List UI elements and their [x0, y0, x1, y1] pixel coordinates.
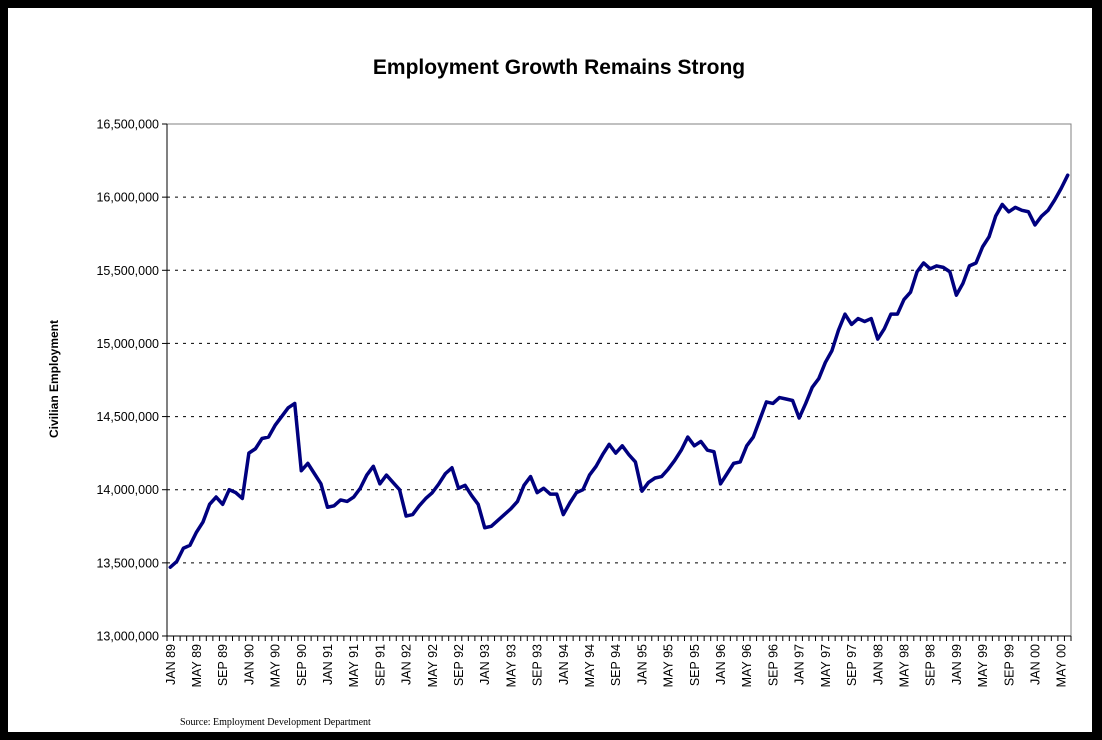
- x-tick-label: MAY 96: [740, 644, 754, 687]
- x-tick-label: SEP 97: [845, 644, 859, 686]
- x-tick-label: SEP 96: [766, 644, 780, 686]
- employment-series-line: [170, 175, 1067, 567]
- y-tick-labels: 13,000,000 13,500,000 14,000,000 14,500,000…: [96, 118, 159, 644]
- axes: [162, 124, 1071, 641]
- x-tick-label: MAY 92: [426, 644, 440, 687]
- plot-area: [167, 124, 1071, 636]
- chart-title: Employment Growth Remains Strong: [373, 56, 745, 79]
- x-tick-label: MAY 90: [269, 644, 283, 687]
- x-tick-label: JAN 97: [793, 644, 807, 685]
- x-tick-label: MAY 97: [819, 644, 833, 687]
- x-tick-label: SEP 90: [295, 644, 309, 686]
- gridlines: [167, 197, 1071, 563]
- x-tick-label: SEP 93: [531, 644, 545, 686]
- y-axis-label: Civilian Employment: [47, 320, 61, 438]
- x-tick-labels: JAN 89 MAY 89 SEP 89 JAN 90 MAY 90 SEP 90 JAN …: [164, 644, 1069, 687]
- x-tick-label: JAN 96: [714, 644, 728, 685]
- x-tick-label: MAY 94: [583, 644, 597, 687]
- x-tick-label: JAN 95: [635, 644, 649, 685]
- x-tick-label: JAN 00: [1028, 644, 1042, 685]
- x-tick-label: JAN 94: [557, 644, 571, 685]
- x-tick-label: JAN 89: [164, 644, 178, 685]
- x-tick-label: MAY 98: [897, 644, 911, 687]
- x-tick-label: JAN 90: [242, 644, 256, 685]
- x-tick-label: MAY 00: [1055, 644, 1069, 687]
- y-tick-label: 15,500,000: [96, 264, 159, 278]
- x-tick-label: MAY 89: [190, 644, 204, 687]
- x-tick-label: MAY 93: [504, 644, 518, 687]
- y-tick-label: 16,000,000: [96, 191, 159, 205]
- x-tick-label: MAY 95: [662, 644, 676, 687]
- x-tick-label: JAN 99: [950, 644, 964, 685]
- y-tick-label: 13,000,000: [96, 630, 159, 644]
- x-tick-label: MAY 99: [976, 644, 990, 687]
- y-tick-label: 14,000,000: [96, 483, 159, 497]
- x-tick-label: SEP 95: [688, 644, 702, 686]
- x-tick-label: MAY 91: [347, 644, 361, 687]
- x-tick-label: SEP 92: [452, 644, 466, 686]
- y-tick-label: 15,000,000: [96, 337, 159, 351]
- x-tick-label: JAN 93: [478, 644, 492, 685]
- y-tick-label: 13,500,000: [96, 556, 159, 570]
- line-chart: Employment Growth Remains Strong Civilia…: [8, 8, 1102, 740]
- y-tick-label: 14,500,000: [96, 410, 159, 424]
- x-tick-label: JAN 92: [400, 644, 414, 685]
- x-tick-label: SEP 98: [924, 644, 938, 686]
- x-tick-label: JAN 91: [321, 644, 335, 685]
- x-tick-label: JAN 98: [871, 644, 885, 685]
- x-tick-label: SEP 89: [216, 644, 230, 686]
- x-tick-label: SEP 91: [373, 644, 387, 686]
- x-tick-label: SEP 94: [609, 644, 623, 686]
- source-note: Source: Employment Development Departmen…: [180, 717, 371, 728]
- x-tick-label: SEP 99: [1002, 644, 1016, 686]
- y-tick-label: 16,500,000: [96, 118, 159, 132]
